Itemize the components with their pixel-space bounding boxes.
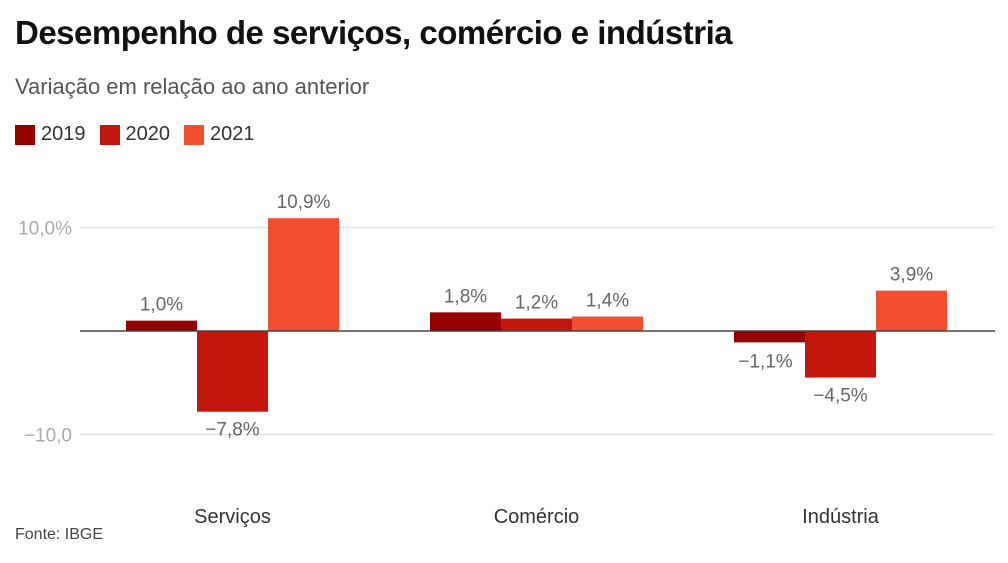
bar-2021-indústria — [876, 290, 947, 331]
x-category-label: Comércio — [494, 506, 580, 528]
legend-swatch-2020 — [99, 124, 120, 145]
source-note: Fonte: IBGE — [15, 526, 104, 543]
data-label: −4,5% — [813, 386, 868, 407]
legend-item-2019: 2019 — [15, 123, 86, 146]
data-label: 1,0% — [140, 295, 183, 316]
legend-label-2020: 2020 — [125, 123, 171, 145]
x-category-label: Serviços — [194, 506, 271, 528]
y-tick-label: −10,0 — [24, 426, 72, 447]
bar-2019-serviços — [126, 320, 197, 331]
data-label: 3,9% — [890, 265, 933, 286]
data-label: 10,9% — [277, 192, 331, 213]
legend-item-2021: 2021 — [184, 123, 255, 146]
bar-2020-indústria — [805, 331, 876, 378]
data-label: 1,4% — [586, 291, 629, 312]
chart-title: Desempenho de serviços, comércio e indús… — [15, 14, 733, 51]
bar-2021-serviços — [268, 218, 339, 331]
legend-swatch-2021 — [184, 124, 204, 145]
legend: 2019 2020 2021 — [15, 123, 255, 146]
bar-2021-comércio — [572, 316, 643, 331]
data-label: −7,8% — [205, 420, 260, 441]
data-label: 1,2% — [515, 293, 558, 314]
bar-2019-indústria — [734, 331, 805, 343]
legend-item-2020: 2020 — [99, 123, 171, 146]
x-category-label: Indústria — [802, 506, 880, 528]
legend-label-2019: 2019 — [41, 123, 86, 145]
legend-swatch-2019 — [15, 124, 35, 145]
bar-2020-comércio — [501, 318, 572, 331]
chart-subtitle: Variação em relação ao ano anterior — [15, 74, 370, 99]
data-label: −1,1% — [738, 351, 793, 372]
data-label: 1,8% — [444, 286, 487, 307]
bar-2020-serviços — [197, 331, 268, 412]
bar-2019-comércio — [430, 312, 501, 331]
y-tick-label: 10,0% — [18, 219, 72, 240]
legend-label-2021: 2021 — [210, 123, 255, 145]
